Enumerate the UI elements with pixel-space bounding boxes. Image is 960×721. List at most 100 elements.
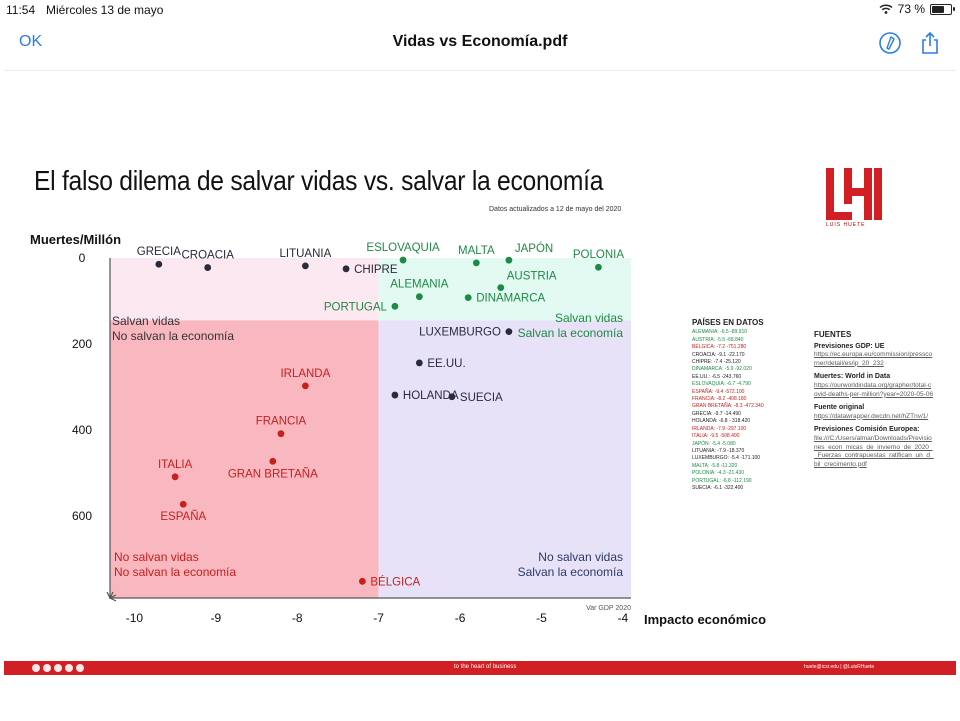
data-point-label: BÉLGICA [370,575,420,588]
x-tick-label: -6 [455,611,466,625]
status-time: 11:54 [6,3,36,17]
sources-list: Previsiones GDP: UE https://ec.europa.eu/… [814,343,934,470]
quadrant-bottom-left [110,320,379,598]
y-tick-label: 200 [72,337,92,351]
quadrant-label: No salvan vidas [538,550,623,564]
data-point [358,577,366,585]
quadrant-label: Salvan vidas [112,314,180,328]
wifi-icon [879,4,893,14]
data-point-label: CHIPRE [354,264,398,276]
source-link[interactable]: https://datawrapper.dwcdn.net/hZTnv/1/ [814,412,929,420]
ok-button[interactable]: OK [19,33,43,50]
data-point [415,293,423,301]
data-panel-row: PORTUGAL: -6.8 -112.190 [692,477,752,484]
x-axis-note: Var GDP 2020 [586,605,631,612]
data-panel-row: LUXEMBURGO: -5.4 -171.100 [692,455,761,462]
pdf-page: El falso dilema de salvar vidas vs. salv… [4,70,956,721]
quadrant-label: Salvan la economía [518,565,624,579]
youtube-icon [54,664,62,672]
data-panel-row: LITUANIA: -7.9 -18.370 [692,447,745,454]
y-axis-title: Muertes/Millón [30,232,121,247]
sources-panel: FUENTES Previsiones GDP: UE https://ec.eu… [814,330,934,474]
data-point [448,393,456,401]
data-point [505,256,513,264]
share-icon[interactable] [918,31,942,55]
source-entry: Previsiones Comisión Europea: file:///C:/… [814,426,934,469]
markup-pen-icon[interactable] [878,31,902,55]
data-point [277,430,285,438]
document-footer: to the heart of business huete@icsr.edu … [4,661,956,675]
data-point [301,262,309,270]
quadrant-label: No salvan vidas [114,550,199,564]
data-panel-row: IRLANDA: -7.9 -297.100 [692,425,747,432]
data-point-label: SUECIA [460,392,503,404]
data-point-label: ALEMANIA [390,279,448,291]
data-point [595,263,602,271]
data-point [269,457,277,465]
data-point-label: ESLOVAQUIA [366,242,440,254]
quadrant-label: No salvan la economía [114,565,236,579]
quadrant-top-right [378,258,631,321]
y-tick-label: 0 [79,251,86,265]
logo-caption: LUIS HUETE [826,222,866,228]
quadrant-label: No salvan la economía [112,329,234,343]
data-point [415,359,423,367]
data-panel-row: BÉLGICA: -7.2 -751.280 [692,344,747,351]
data-point-label: PORTUGAL [324,301,388,313]
source-entry: Previsiones GDP: UE https://ec.europa.eu/… [814,343,934,369]
source-link[interactable]: file:///C:/Users/almar/Downloads/Previsi… [814,434,934,468]
facebook-icon [43,664,51,672]
data-point [472,259,480,267]
data-panel-row: GRAN BRETAÑA: -8.3 -472.340 [692,403,764,410]
data-panel-row: POLONIA: -4.3 -21.430 [692,470,744,477]
data-point [391,302,399,310]
quadrant-bottom-right [378,320,631,598]
data-panel-row: JAPÓN: -5.4 -5.080 [692,440,736,447]
quadrant-label: Salvan la economía [518,326,624,340]
data-panel-row: ALEMANIA: -6.5 -89.910 [692,329,748,336]
data-panel-row: DINAMARCA: -5.9 -92.020 [692,366,752,373]
data-point-label: CROACIA [181,250,234,262]
x-axis-arrow [108,594,117,602]
data-point-label: GRECIA [137,246,181,258]
linkedin-icon [65,664,73,672]
data-panel-row: EE.UU.: -6.5 -243.760 [692,373,742,380]
sources-title: FUENTES [814,330,852,339]
battery-level [932,5,945,13]
data-date-note: Datos actualizados a 12 de mayo del 2020 [489,206,622,213]
data-point-label: LUXEMBURGO [419,327,501,339]
x-tick-label: -5 [536,611,547,625]
x-tick-label: -7 [373,611,384,625]
x-tick-label: -8 [292,611,303,625]
status-bar: 11:54 Miércoles 13 de mayo 73 % [0,0,960,20]
source-link[interactable]: https://ourworldindata.org/grapher/total… [814,381,934,398]
data-panel-row: HOLANDA: -6.8 - 318.420 [692,418,751,425]
source-link[interactable]: https://ec.europa.eu/commission/presscor… [814,351,933,367]
data-point [464,294,472,302]
document-title: Vidas vs Economía.pdf [392,33,568,50]
data-point [391,391,399,399]
x-axis-title: Impacto económico [644,612,766,627]
battery-icon [930,3,955,15]
countries-data-panel: PAÍSES EN DATOS ALEMANIA: -6.5 -89.910 AU… [692,318,764,492]
footer-tagline: to the heart of business [454,664,517,670]
source-entry: Muertes: World in Data https://ourworldin… [814,373,934,399]
data-panel-row: MALTA: -5.8 -11.320 [692,462,738,469]
data-point [342,265,350,273]
data-point [204,264,212,271]
data-panel-row: ESPAÑA: -9.4 -572.100 [692,388,745,395]
data-point-label: AUSTRIA [507,271,557,283]
quadrant-top-left [110,258,379,321]
source-label: Previsiones GDP: UE [814,342,885,350]
data-point-label: LITUANIA [279,248,331,260]
data-point-label: HOLANDA [403,390,459,402]
status-indicators: 73 % [879,2,955,16]
status-date: Miércoles 13 de mayo [46,3,164,17]
luis-huete-logo [826,168,882,220]
data-point [301,382,309,390]
data-point-label: FRANCIA [256,416,307,428]
data-panel-row: SUECIA: -6.1 -322.400 [692,484,744,491]
data-panel-title: PAÍSES EN DATOS [692,318,764,327]
data-point [171,473,179,481]
data-panel-row: AUSTRIA: -5.5 -68.840 [692,336,744,343]
